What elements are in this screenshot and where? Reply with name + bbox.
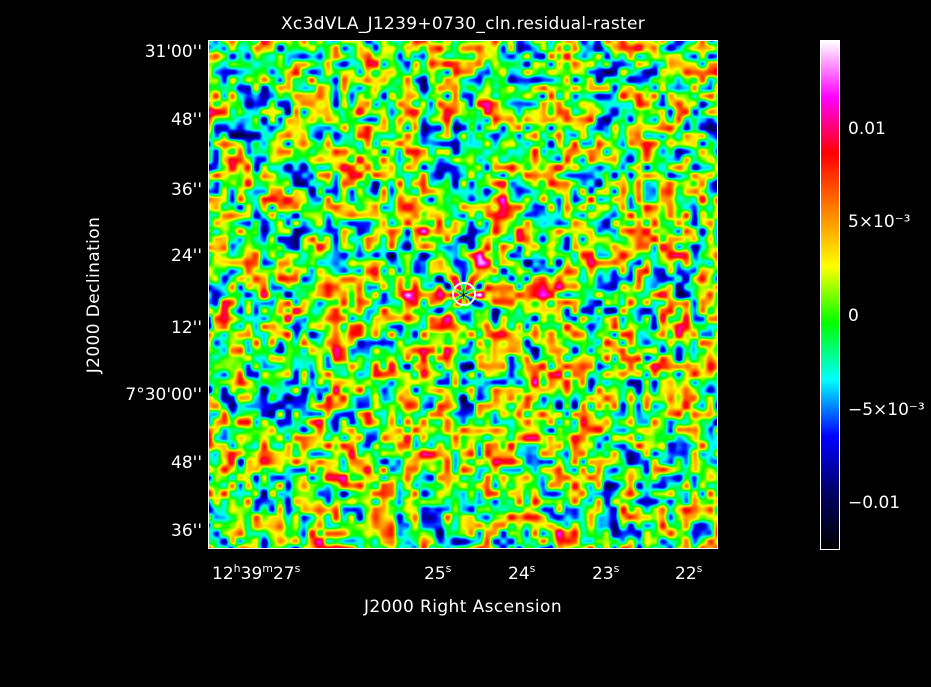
y-tick-label: 48'' bbox=[171, 453, 202, 473]
colorbar-tick-label: −0.01 bbox=[848, 493, 901, 513]
colorbar-tick-label: 0.01 bbox=[848, 119, 886, 139]
y-tick-label: 36'' bbox=[171, 521, 202, 541]
y-tick-label: 31'00'' bbox=[144, 42, 202, 62]
x-tick-label: 25s bbox=[424, 562, 452, 584]
y-axis-label: J2000 Declination bbox=[84, 216, 104, 374]
heatmap-canvas bbox=[208, 40, 718, 549]
source-circle bbox=[452, 282, 476, 306]
colorbar-tick-label: −5×10⁻³ bbox=[848, 400, 925, 420]
y-tick-label: 7°30'00'' bbox=[125, 385, 202, 405]
source-marker bbox=[452, 282, 476, 306]
x-tick-label: 22s bbox=[675, 562, 703, 584]
x-tick-label: 24s bbox=[508, 562, 536, 584]
x-tick-label: 23s bbox=[592, 562, 620, 584]
x-tick-label: 12h39m27s bbox=[212, 562, 301, 584]
colorbar-tick-label: 0 bbox=[848, 306, 859, 326]
y-tick-label: 12'' bbox=[171, 318, 202, 338]
colorbar bbox=[820, 40, 840, 550]
residual-image[interactable] bbox=[208, 40, 718, 549]
y-tick-label: 36'' bbox=[171, 180, 202, 200]
y-tick-label: 24'' bbox=[171, 246, 202, 266]
x-axis-label: J2000 Right Ascension bbox=[363, 597, 563, 617]
chart-title: Xc3dVLA_J1239+0730_cln.residual-raster bbox=[280, 14, 646, 34]
colorbar-tick-label: 5×10⁻³ bbox=[848, 212, 911, 232]
y-tick-label: 48'' bbox=[171, 110, 202, 130]
